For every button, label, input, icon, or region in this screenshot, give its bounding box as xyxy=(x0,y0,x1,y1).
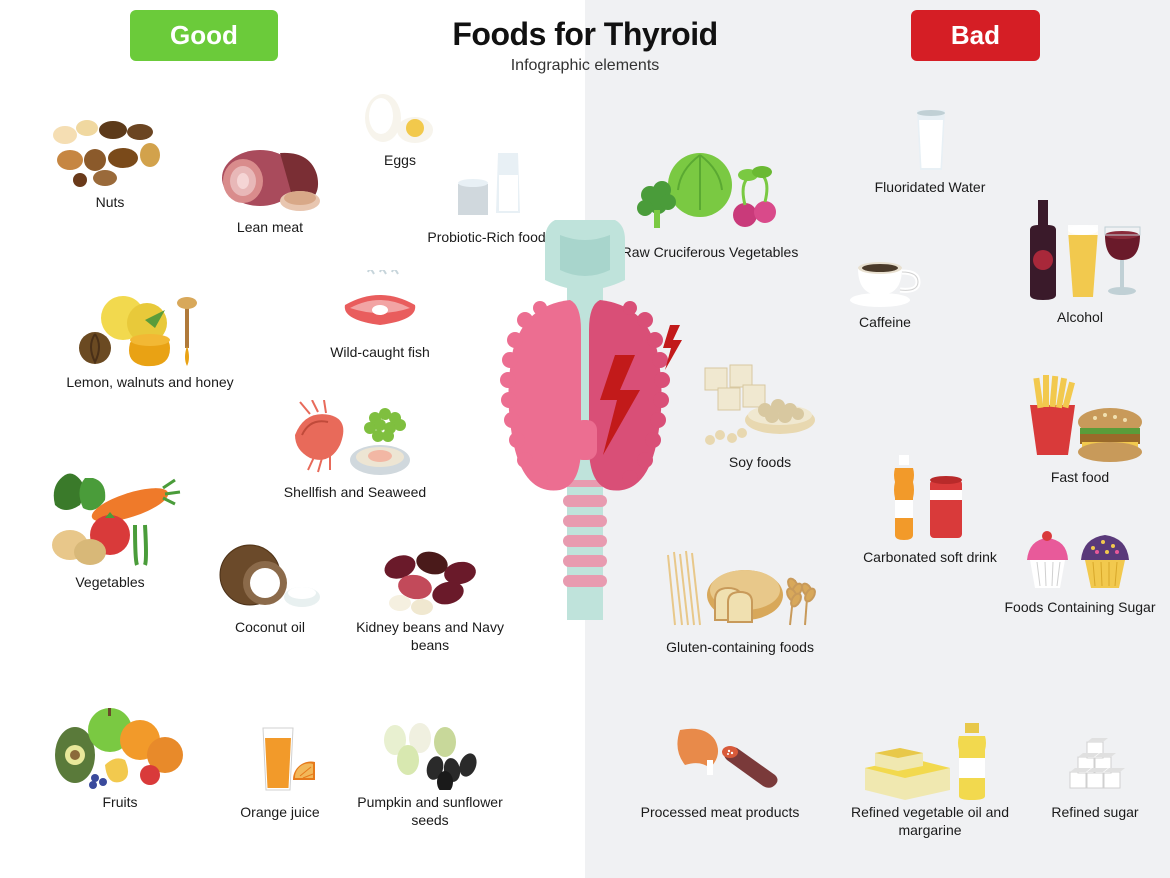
item-soy: Soy foods xyxy=(680,360,840,472)
item-alcohol: Alcohol xyxy=(1000,195,1160,327)
infographic-canvas: Good Bad Foods for Thyroid Infographic e… xyxy=(0,0,1170,878)
vegetables-icon xyxy=(30,470,190,570)
fish-label: Wild-caught fish xyxy=(300,344,460,362)
fastfood-icon xyxy=(1000,370,1160,465)
good-badge: Good xyxy=(130,10,278,61)
refined-oil-icon xyxy=(840,720,1020,800)
item-caffeine: Caffeine xyxy=(820,250,950,332)
fastfood-label: Fast food xyxy=(1000,469,1160,487)
refined-sugar-label: Refined sugar xyxy=(1030,804,1160,822)
caffeine-icon xyxy=(820,250,950,310)
item-fish: Wild-caught fish xyxy=(300,270,460,362)
item-water: Fluoridated Water xyxy=(860,105,1000,197)
shellfish-icon xyxy=(270,400,440,480)
item-coconut: Coconut oil xyxy=(200,535,340,637)
item-seeds: Pumpkin and sunflower seeds xyxy=(350,720,510,829)
seeds-icon xyxy=(350,720,510,790)
coconut-label: Coconut oil xyxy=(200,619,340,637)
vegetables-label: Vegetables xyxy=(30,574,190,592)
sugar-foods-icon xyxy=(1000,520,1160,595)
thyroid-icon xyxy=(485,220,685,620)
water-icon xyxy=(860,105,1000,175)
sugar-foods-label: Foods Containing Sugar xyxy=(1000,599,1160,617)
fish-icon xyxy=(300,270,460,340)
coconut-icon xyxy=(200,535,340,615)
fruits-label: Fruits xyxy=(40,794,200,812)
nuts-label: Nuts xyxy=(30,194,190,212)
title-block: Foods for Thyroid Infographic elements xyxy=(452,16,717,75)
item-shellfish: Shellfish and Seaweed xyxy=(270,400,440,502)
item-lean-meat: Lean meat xyxy=(190,135,350,237)
orange-juice-icon xyxy=(220,720,340,800)
soy-label: Soy foods xyxy=(680,454,840,472)
shellfish-label: Shellfish and Seaweed xyxy=(270,484,440,502)
item-sugar-foods: Foods Containing Sugar xyxy=(1000,520,1160,617)
beans-label: Kidney beans and Navy beans xyxy=(350,619,510,654)
lean-meat-icon xyxy=(190,135,350,215)
subtitle: Infographic elements xyxy=(452,57,717,75)
seeds-label: Pumpkin and sunflower seeds xyxy=(350,794,510,829)
item-refined-oil: Refined vegetable oil and margarine xyxy=(840,720,1020,839)
fruits-icon xyxy=(40,700,200,790)
item-soda: Carbonated soft drink xyxy=(850,450,1010,567)
processed-meat-label: Processed meat products xyxy=(640,804,800,822)
probiotic-icon xyxy=(420,145,560,225)
lean-meat-label: Lean meat xyxy=(190,219,350,237)
item-vegetables: Vegetables xyxy=(30,470,190,592)
soy-icon xyxy=(680,360,840,450)
processed-meat-icon xyxy=(640,720,800,800)
lemon-walnut-honey-icon xyxy=(60,290,240,370)
main-title: Foods for Thyroid xyxy=(452,16,717,53)
water-label: Fluoridated Water xyxy=(860,179,1000,197)
item-nuts: Nuts xyxy=(30,110,190,212)
alcohol-label: Alcohol xyxy=(1000,309,1160,327)
lemon-walnut-honey-label: Lemon, walnuts and honey xyxy=(60,374,240,392)
caffeine-label: Caffeine xyxy=(820,314,950,332)
refined-oil-label: Refined vegetable oil and margarine xyxy=(840,804,1020,839)
alcohol-icon xyxy=(1000,195,1160,305)
item-fastfood: Fast food xyxy=(1000,370,1160,487)
eggs-icon xyxy=(340,88,460,148)
item-orange-juice: Orange juice xyxy=(220,720,340,822)
item-refined-sugar: Refined sugar xyxy=(1030,730,1160,822)
refined-sugar-icon xyxy=(1030,730,1160,800)
bad-badge: Bad xyxy=(911,10,1040,61)
item-processed-meat: Processed meat products xyxy=(640,720,800,822)
soda-label: Carbonated soft drink xyxy=(850,549,1010,567)
soda-icon xyxy=(850,450,1010,545)
item-fruits: Fruits xyxy=(40,700,200,812)
orange-juice-label: Orange juice xyxy=(220,804,340,822)
nuts-icon xyxy=(30,110,190,190)
gluten-label: Gluten-containing foods xyxy=(650,639,830,657)
item-lemon-walnut-honey: Lemon, walnuts and honey xyxy=(60,290,240,392)
